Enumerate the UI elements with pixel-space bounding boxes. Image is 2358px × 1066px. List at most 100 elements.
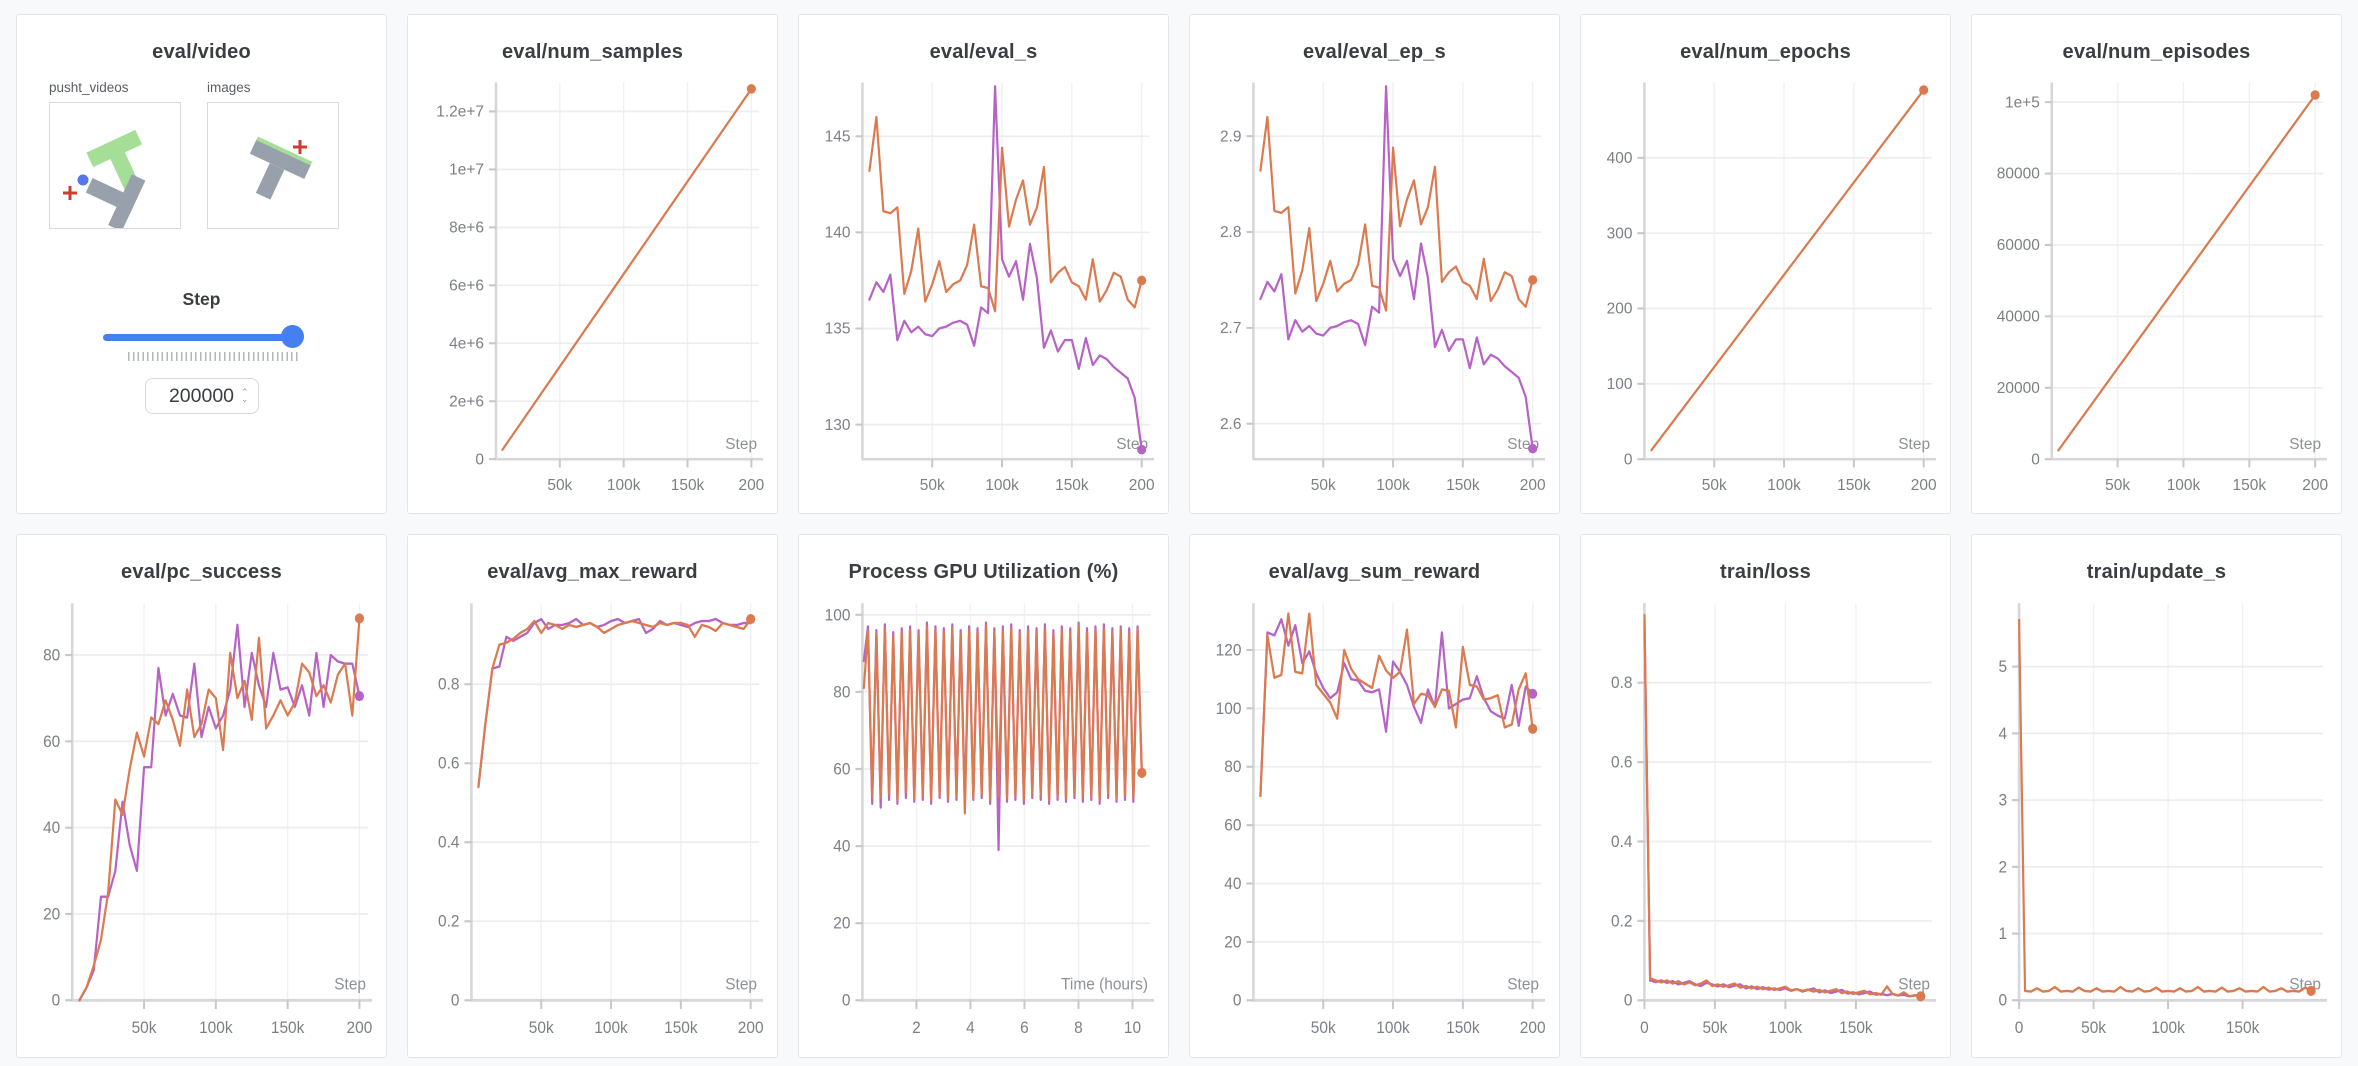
- y-tick-label: 0.6: [438, 754, 459, 773]
- chart-plot-train-loss[interactable]: 0 50k 100k 150k 0 0.2 0.4 0.6 0.8 Step: [1581, 588, 1950, 1057]
- x-tick-label: 100k: [1376, 477, 1410, 494]
- series-line-purple: [1259, 618, 1534, 798]
- chart-plot-eval-num-episodes[interactable]: 50k 100k 150k 200 0 20000 40000 60000 80000 1e+5 S…: [1972, 68, 2341, 513]
- y-tick-label: 2.6: [1220, 416, 1242, 433]
- images-image: [249, 136, 313, 200]
- panel-eval-avg-max-reward[interactable]: eval/avg_max_reward 50k 100k 150k 200 0 0.2 0.4…: [407, 534, 778, 1058]
- y-tick-label: 0.4: [1611, 832, 1632, 851]
- step-up-icon[interactable]: ⌃: [240, 387, 249, 397]
- y-tick-label: 145: [825, 128, 851, 145]
- x-axis-label: Step: [2289, 436, 2321, 453]
- x-tick-label: 100k: [1769, 1018, 1803, 1037]
- chart-plot-eval-pc-success[interactable]: 50k 100k 150k 200 0 20 40 60 80 Step: [17, 588, 386, 1057]
- y-tick-label: 200: [1607, 300, 1633, 317]
- chart-title: eval/eval_s: [929, 41, 1038, 63]
- media-row: pusht_videos: [17, 64, 386, 232]
- x-tick-label: 100k: [1767, 477, 1801, 494]
- panel-eval-num-samples[interactable]: eval/num_samples 50k 100k 150k 200 0 2e+6 4e+6 6…: [407, 14, 778, 514]
- images-thumbnail[interactable]: [207, 102, 339, 229]
- chart-plot-eval-avg-max-reward[interactable]: 50k 100k 150k 200 0 0.2 0.4 0.6 0.8 Step: [408, 588, 777, 1057]
- y-tick-label: 20: [1224, 933, 1241, 952]
- series-line-purple: [477, 617, 752, 789]
- y-tick-label: 60000: [1997, 237, 2040, 254]
- series-endpoint-dot-purple: [354, 691, 365, 702]
- series-line-purple: [868, 85, 1143, 451]
- series-endpoint-dot-purple: [1528, 443, 1538, 454]
- series-line-orange: [477, 617, 752, 789]
- y-tick-label: 3: [1999, 791, 2008, 810]
- y-tick-label: 80: [833, 683, 850, 702]
- x-tick-label: 50k: [2081, 1018, 2107, 1037]
- series-line-orange: [862, 625, 1143, 815]
- x-tick-label: 50k: [529, 1018, 555, 1037]
- stepper-buttons[interactable]: ⌃ ⌄: [240, 387, 249, 404]
- y-tick-label: 0: [1233, 991, 1242, 1010]
- pusht-video-thumbnail[interactable]: [49, 102, 181, 232]
- y-tick-label: 0: [1624, 991, 1633, 1010]
- slider-thumb[interactable]: [280, 325, 304, 348]
- panel-eval-avg-sum-reward[interactable]: eval/avg_sum_reward 50k 100k 150k 200 0 20 40 60…: [1189, 534, 1560, 1058]
- panel-train-loss[interactable]: train/loss 0 50k 100k 150k 0 0.2 0.4 0.6 0.8 Step: [1580, 534, 1951, 1058]
- series-endpoint-dot-orange: [1528, 723, 1538, 734]
- step-slider[interactable]: [102, 325, 304, 349]
- x-tick-label: 150k: [1837, 477, 1871, 494]
- x-tick-label: 150k: [1446, 477, 1480, 494]
- y-tick-label: 135: [825, 320, 851, 337]
- y-tick-label: 0: [451, 991, 460, 1010]
- panel-eval-video[interactable]: eval/video pusht_videos: [16, 14, 387, 514]
- x-tick-label: 50k: [1311, 1018, 1337, 1037]
- chart-title: eval/avg_sum_reward: [1268, 561, 1481, 583]
- x-tick-label: 150k: [271, 1018, 305, 1037]
- x-tick-label: 150k: [2226, 1018, 2260, 1037]
- x-tick-label: 200: [738, 477, 764, 494]
- y-tick-label: 0: [1999, 991, 2008, 1010]
- slider-track[interactable]: [102, 334, 301, 341]
- panel-title: eval/video: [152, 41, 251, 63]
- y-tick-label: 4: [1999, 724, 2008, 743]
- y-tick-label: 1.2e+7: [436, 103, 484, 120]
- panel-eval-num-episodes[interactable]: eval/num_episodes 50k 100k 150k 200 0 20000 400…: [1971, 14, 2342, 514]
- chart-title: eval/num_samples: [501, 41, 684, 63]
- step-number-input[interactable]: 200000 ⌃ ⌄: [144, 378, 259, 414]
- panel-eval-eval-s[interactable]: eval/eval_s 50k 100k 150k 200 130 135 140 145 Ste…: [798, 14, 1169, 514]
- y-tick-label: 100: [825, 606, 851, 625]
- panel-train-update-s[interactable]: train/update_s 0 50k 100k 150k 0 1 2 3 4 5 Step: [1971, 534, 2342, 1058]
- panel-eval-pc-success[interactable]: eval/pc_success 50k 100k 150k 200 0 20 40 60 80 St…: [16, 534, 387, 1058]
- chart-title: eval/pc_success: [121, 561, 282, 583]
- x-tick-label: 100k: [985, 477, 1019, 494]
- agent-dot: [77, 174, 89, 186]
- series-endpoint-dot-orange: [354, 613, 365, 624]
- series-line-orange: [1650, 88, 1925, 452]
- y-tick-label: 0: [52, 991, 61, 1010]
- y-tick-label: 60: [833, 760, 850, 779]
- panel-eval-eval-ep-s[interactable]: eval/eval_ep_s 50k 100k 150k 200 2.6 2.7 2.8 2.9…: [1189, 14, 1560, 514]
- series-line-purple: [1259, 85, 1534, 450]
- y-tick-label: 120: [1216, 641, 1242, 660]
- y-tick-label: 130: [825, 417, 851, 434]
- series-endpoint-dot-orange: [1137, 275, 1147, 286]
- y-tick-label: 2.7: [1220, 320, 1241, 337]
- series-line-orange: [1259, 612, 1534, 798]
- chart-title: eval/avg_max_reward: [487, 561, 698, 583]
- y-tick-label: 1e+5: [2005, 94, 2040, 111]
- y-tick-label: 300: [1607, 225, 1633, 242]
- series-endpoint-dot-orange: [1919, 85, 1929, 95]
- chart-title: eval/num_episodes: [2062, 41, 2251, 63]
- chart-title: eval/num_epochs: [1680, 41, 1851, 63]
- y-tick-label: 0.2: [438, 912, 459, 931]
- y-tick-label: 20: [833, 914, 850, 933]
- y-tick-label: 0.8: [438, 675, 459, 694]
- step-down-icon[interactable]: ⌄: [240, 394, 249, 404]
- x-axis-label: Step: [725, 975, 757, 994]
- chart-plot-eval-avg-sum-reward[interactable]: 50k 100k 150k 200 0 20 40 60 80 100 120 Step: [1190, 588, 1559, 1057]
- chart-plot-eval-num-samples[interactable]: 50k 100k 150k 200 0 2e+6 4e+6 6e+6 8e+6 1e+7 1.2e+…: [408, 68, 777, 513]
- series-endpoint-dot-orange: [2306, 985, 2316, 996]
- panel-process-gpu-utilization[interactable]: Process GPU Utilization (%) 2 4 6 8 10 0 20 40 60…: [798, 534, 1169, 1058]
- y-tick-label: 80: [43, 646, 60, 665]
- chart-plot-eval-num-epochs[interactable]: 50k 100k 150k 200 0 100 200 300 400 Step: [1581, 68, 1950, 513]
- panel-eval-num-epochs[interactable]: eval/num_epochs 50k 100k 150k 200 0 100 200 300 4…: [1580, 14, 1951, 514]
